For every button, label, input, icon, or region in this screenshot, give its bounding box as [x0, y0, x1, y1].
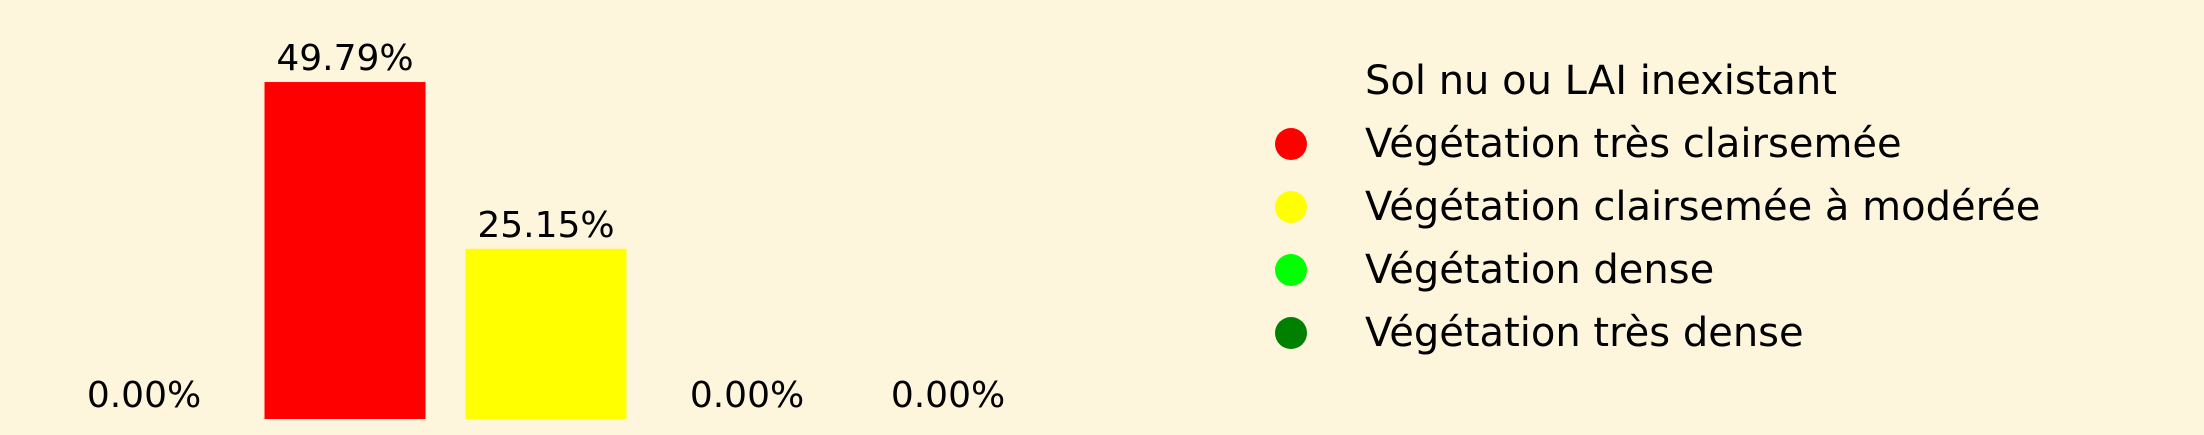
- legend-label-4: Végétation dense: [1365, 247, 1715, 293]
- bar-value-label-1: 0.00%: [87, 375, 201, 416]
- legend-label-2: Végétation très clairsemée: [1365, 121, 1902, 167]
- bar-chart: 0.00% 49.79% 25.15% 0.00% 0.00%: [87, 38, 1005, 420]
- legend-marker-4: [1275, 254, 1307, 286]
- chart-legend: Sol nu ou LAI inexistant Végétation très …: [1270, 58, 2041, 356]
- legend-label-5: Végétation très dense: [1365, 310, 1804, 356]
- bar-value-label-4: 0.00%: [690, 375, 804, 416]
- legend-marker-3: [1275, 191, 1307, 223]
- bar-value-label-3: 25.15%: [477, 205, 614, 246]
- bar-3: [465, 248, 627, 419]
- legend-marker-5: [1275, 317, 1307, 349]
- bar-value-label-5: 0.00%: [891, 375, 1005, 416]
- legend-label-3: Végétation clairsemée à modérée: [1365, 184, 2041, 230]
- bar-2: [264, 82, 426, 420]
- legend-item-5: Végétation très dense: [1270, 310, 2040, 356]
- bar-value-label-2: 49.79%: [276, 38, 413, 79]
- legend-item-1: Sol nu ou LAI inexistant: [1270, 58, 2040, 104]
- legend-label-1: Sol nu ou LAI inexistant: [1365, 58, 1837, 104]
- legend-marker-2: [1275, 128, 1307, 160]
- legend-item-2: Végétation très clairsemée: [1270, 121, 2040, 167]
- legend-marker-1: [1275, 65, 1307, 97]
- legend-item-4: Végétation dense: [1270, 247, 2040, 293]
- legend-item-3: Végétation clairsemée à modérée: [1270, 184, 2041, 230]
